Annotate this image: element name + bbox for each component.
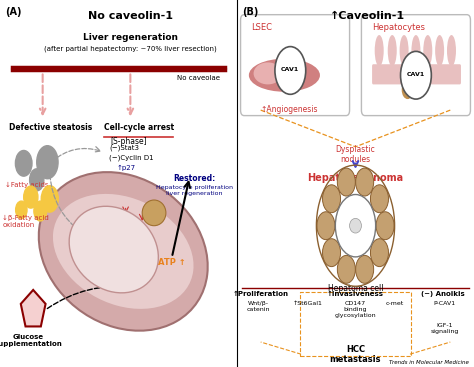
Text: c-met: c-met (385, 301, 404, 306)
Text: Hepatocytes: Hepatocytes (372, 23, 425, 32)
Text: (A): (A) (5, 7, 21, 17)
Text: No caveolin-1: No caveolin-1 (88, 11, 173, 21)
Text: (−)Stat3: (−)Stat3 (109, 144, 139, 151)
Text: (−) Anoikis: (−) Anoikis (421, 291, 465, 297)
Circle shape (37, 146, 58, 179)
Text: [S-phase]: [S-phase] (110, 137, 147, 146)
Circle shape (337, 168, 356, 196)
Text: CD147
binding
glycosylation: CD147 binding glycosylation (335, 301, 376, 317)
Text: ATP ↑: ATP ↑ (158, 258, 186, 267)
Ellipse shape (349, 218, 361, 233)
Text: Wnt/β-
catenin: Wnt/β- catenin (246, 301, 270, 312)
Text: CAV1: CAV1 (407, 72, 425, 77)
Circle shape (24, 186, 38, 208)
Text: ↑p27: ↑p27 (116, 165, 135, 171)
Circle shape (336, 195, 375, 257)
Text: Restored:: Restored: (173, 174, 216, 184)
Circle shape (401, 51, 431, 99)
Text: IGF-1
signaling: IGF-1 signaling (430, 323, 458, 334)
Ellipse shape (388, 35, 397, 66)
Circle shape (401, 81, 413, 99)
Circle shape (322, 185, 340, 213)
Circle shape (275, 47, 306, 94)
Text: ↓Fatty acids: ↓Fatty acids (5, 182, 48, 188)
Text: Liver regeneration: Liver regeneration (83, 33, 178, 42)
Text: Dysplastic
nodules: Dysplastic nodules (336, 145, 375, 164)
Text: Trends in Molecular Medicine: Trends in Molecular Medicine (389, 360, 469, 365)
Circle shape (371, 239, 389, 266)
Circle shape (15, 150, 32, 176)
Ellipse shape (447, 35, 456, 66)
Text: ↑Proliferation: ↑Proliferation (233, 291, 289, 297)
Text: (−)Cyclin D1: (−)Cyclin D1 (109, 155, 154, 161)
Text: (B): (B) (242, 7, 258, 17)
Text: (after partial hepatectomy: ~70% liver resection): (after partial hepatectomy: ~70% liver r… (44, 46, 217, 52)
Text: Glucose
supplementation: Glucose supplementation (0, 334, 62, 347)
Text: Hepatoma cell: Hepatoma cell (328, 284, 383, 294)
Text: ↓β-Fatty acid
oxidation: ↓β-Fatty acid oxidation (2, 215, 49, 228)
Ellipse shape (411, 35, 420, 66)
Circle shape (356, 168, 374, 196)
Circle shape (29, 169, 44, 191)
Ellipse shape (254, 62, 282, 84)
Circle shape (371, 185, 389, 213)
Text: ↑Caveolin-1: ↑Caveolin-1 (330, 11, 405, 21)
FancyBboxPatch shape (372, 64, 461, 84)
Text: HCC
metastasis: HCC metastasis (330, 345, 381, 364)
Circle shape (376, 212, 394, 240)
Text: Hepatocarcinoma: Hepatocarcinoma (308, 173, 403, 183)
Ellipse shape (53, 194, 193, 309)
Circle shape (317, 212, 335, 240)
Ellipse shape (435, 35, 444, 66)
Circle shape (16, 201, 27, 219)
Circle shape (337, 255, 356, 283)
Text: No caveolae: No caveolae (177, 75, 220, 81)
Circle shape (322, 239, 340, 266)
Ellipse shape (249, 59, 320, 92)
Ellipse shape (423, 35, 432, 66)
Circle shape (356, 255, 374, 283)
Ellipse shape (374, 35, 383, 66)
Text: ↑Angiogenesis: ↑Angiogenesis (261, 105, 318, 114)
Text: ↑Invasiveness: ↑Invasiveness (327, 291, 384, 297)
Ellipse shape (400, 35, 409, 66)
Ellipse shape (142, 200, 166, 226)
Text: P-CAV1: P-CAV1 (433, 301, 456, 306)
FancyBboxPatch shape (240, 15, 349, 116)
Text: Hepatocyte proliferation
liver regeneration: Hepatocyte proliferation liver regenerat… (156, 185, 233, 196)
Text: CAV1: CAV1 (281, 67, 300, 72)
Circle shape (41, 186, 58, 212)
FancyBboxPatch shape (361, 15, 470, 116)
Text: Cell-cycle arrest: Cell-cycle arrest (104, 123, 174, 132)
Text: ↑St6Gal1: ↑St6Gal1 (293, 301, 323, 306)
Text: LSEC: LSEC (251, 23, 272, 32)
Ellipse shape (39, 172, 208, 331)
Circle shape (34, 201, 46, 221)
Ellipse shape (69, 206, 158, 293)
Text: Defective steatosis: Defective steatosis (9, 123, 93, 132)
